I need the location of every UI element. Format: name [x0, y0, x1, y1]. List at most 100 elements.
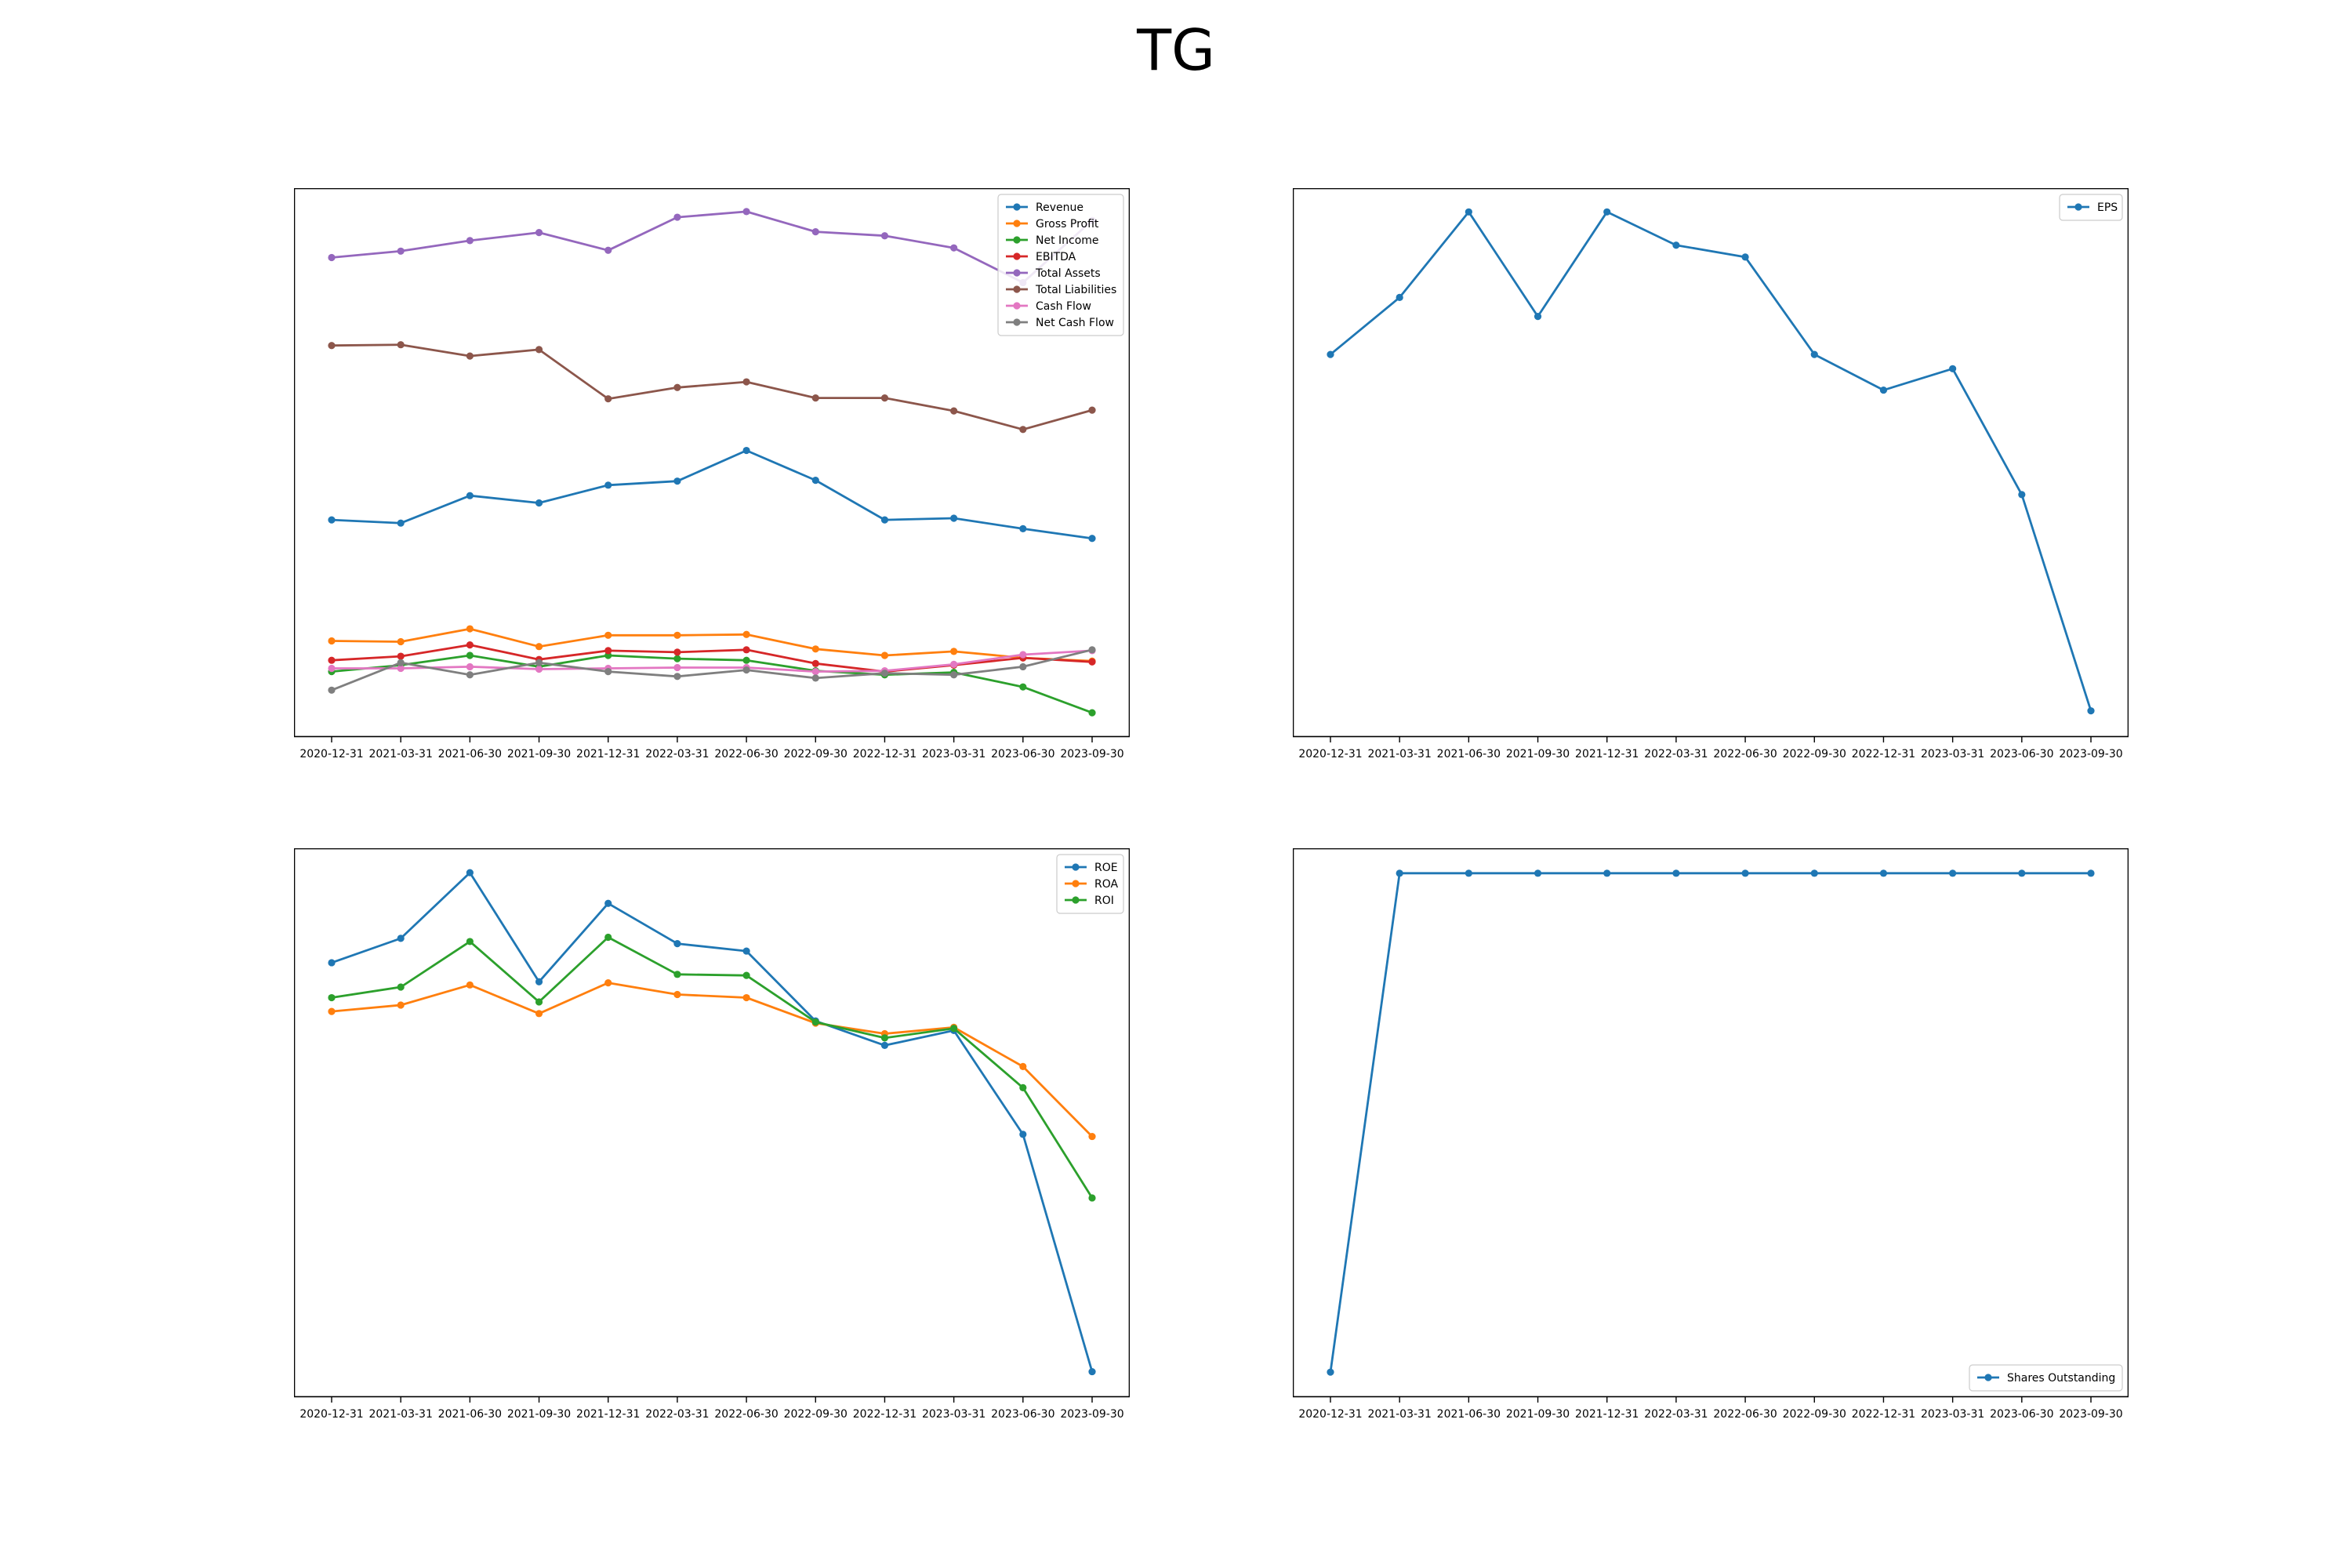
- roa-point: [535, 1010, 543, 1018]
- axes-frame: [294, 188, 1130, 738]
- legend-total-liabilities-label: Total Liabilities: [1035, 284, 1116, 296]
- legend-net-cash-flow-label: Net Cash Flow: [1036, 317, 1114, 329]
- revenue-point: [1088, 535, 1096, 543]
- total-liabilities-point: [397, 341, 405, 349]
- total-assets-point: [742, 208, 750, 216]
- revenue-point: [328, 516, 336, 524]
- net-income-point: [1019, 683, 1027, 691]
- eps-point: [1534, 313, 1542, 321]
- eps-chart: 0.50.0−0.5−1.0−1.52020-12-312021-03-3120…: [1293, 188, 2129, 760]
- roi-point: [466, 938, 474, 946]
- roa-point: [604, 979, 612, 987]
- eps-point: [1810, 350, 1818, 358]
- gross-profit-point: [535, 643, 543, 651]
- eps-point: [2018, 491, 2026, 499]
- legend-shares-outstanding-marker: [1984, 1374, 1992, 1381]
- x-tick-label: 2021-09-30: [1506, 1408, 1570, 1421]
- eps-point: [2087, 707, 2095, 715]
- eps-point: [1672, 241, 1680, 249]
- roe-point: [1019, 1131, 1027, 1138]
- total-liabilities-point: [950, 407, 958, 415]
- x-tick-label: 2020-12-31: [1298, 1408, 1362, 1421]
- x-tick-label: 2021-06-30: [438, 748, 502, 760]
- eps-point: [1603, 208, 1611, 216]
- revenue-point: [880, 516, 889, 524]
- x-tick-label: 2022-12-31: [1852, 748, 1915, 760]
- plot-area: 100−10−20−302020-12-312021-03-312021-06-…: [294, 848, 1130, 1421]
- cash-flow-point: [466, 662, 474, 671]
- eps-line: [1330, 210, 2092, 712]
- total-assets-line: [331, 210, 1093, 284]
- net-income-point: [466, 652, 474, 659]
- roa-point: [1019, 1062, 1027, 1070]
- legend-eps-marker: [2074, 203, 2082, 211]
- revenue-point: [397, 519, 405, 527]
- x-tick-label: 2020-12-31: [1298, 748, 1362, 760]
- ebitda-point: [397, 652, 405, 660]
- x-tick-label: 2021-03-31: [1367, 748, 1431, 760]
- total-assets-point: [397, 247, 405, 255]
- roe-point: [880, 1041, 889, 1049]
- eps-point: [1396, 293, 1403, 301]
- x-tick-label: 2022-06-30: [714, 1408, 778, 1421]
- ebitda-point: [673, 648, 681, 656]
- net-income-point: [673, 655, 681, 662]
- legend-eps-label: EPS: [2097, 201, 2118, 214]
- net-cash-flow-point: [950, 671, 958, 679]
- total-liabilities-point: [673, 383, 681, 391]
- total-assets-point: [811, 227, 819, 236]
- roi-point: [673, 971, 681, 978]
- legend-box: [2059, 194, 2123, 221]
- cash-flow-point: [1019, 651, 1027, 659]
- x-tick-label: 2021-09-30: [507, 748, 571, 760]
- net-cash-flow-point: [466, 671, 474, 679]
- shares-outstanding-point: [1465, 869, 1472, 877]
- net-cash-flow-point: [328, 686, 336, 694]
- x-tick-label: 2023-06-30: [991, 1408, 1054, 1421]
- total-liabilities-point: [466, 352, 474, 360]
- total-liabilities-line: [331, 343, 1093, 431]
- net-cash-flow-point: [673, 673, 681, 681]
- total-liabilities-point: [811, 394, 819, 402]
- revenue-point: [950, 514, 958, 522]
- total-assets-point: [880, 232, 889, 240]
- roi-point: [811, 1018, 819, 1026]
- gross-profit-point: [742, 630, 750, 638]
- eps-point: [1465, 208, 1472, 216]
- legend-roa-marker: [1072, 880, 1080, 887]
- eps-point: [1327, 350, 1334, 358]
- shares-outstanding-point: [1879, 869, 1888, 877]
- shares-outstanding-point: [1949, 869, 1957, 877]
- total-assets-point: [466, 237, 474, 245]
- x-tick-label: 2022-03-31: [1644, 1408, 1708, 1421]
- x-tick-label: 2023-06-30: [991, 748, 1054, 760]
- legend-total-assets-label: Total Assets: [1035, 267, 1101, 280]
- cash-flow-point: [535, 665, 543, 673]
- financials-chart: 60050040030020010002020-12-312021-03-312…: [294, 188, 1130, 760]
- legend-net-cash-flow-marker: [1013, 318, 1021, 326]
- x-tick-label: 2023-03-31: [922, 1408, 985, 1421]
- legend-box: [997, 194, 1124, 336]
- x-tick-label: 2022-03-31: [645, 1408, 709, 1421]
- shares-outstanding-point: [1810, 869, 1818, 877]
- total-liabilities-point: [535, 346, 543, 354]
- roe-point: [466, 869, 474, 877]
- x-tick-label: 2021-03-31: [368, 1408, 432, 1421]
- roa-point: [742, 993, 750, 1002]
- ebitda-point: [328, 656, 336, 664]
- legend: Revenue Gross Profit Net Income EBITDA Total…: [997, 194, 1124, 336]
- roi-point: [1088, 1194, 1096, 1202]
- x-tick-label: 2021-09-30: [507, 1408, 571, 1421]
- roe-point: [604, 899, 612, 907]
- legend-cash-flow-label: Cash Flow: [1036, 300, 1091, 313]
- roi-point: [1019, 1083, 1027, 1092]
- legend-roe-label: ROE: [1094, 862, 1118, 874]
- x-tick-label: 2022-06-30: [1713, 1408, 1777, 1421]
- roa-point: [466, 981, 474, 989]
- roi-point: [604, 933, 612, 942]
- total-liabilities-point: [880, 394, 889, 402]
- total-liabilities-point: [1019, 426, 1027, 434]
- x-tick-label: 2022-12-31: [853, 1408, 916, 1421]
- x-tick-label: 2021-12-31: [1575, 1408, 1639, 1421]
- revenue-point: [742, 446, 750, 455]
